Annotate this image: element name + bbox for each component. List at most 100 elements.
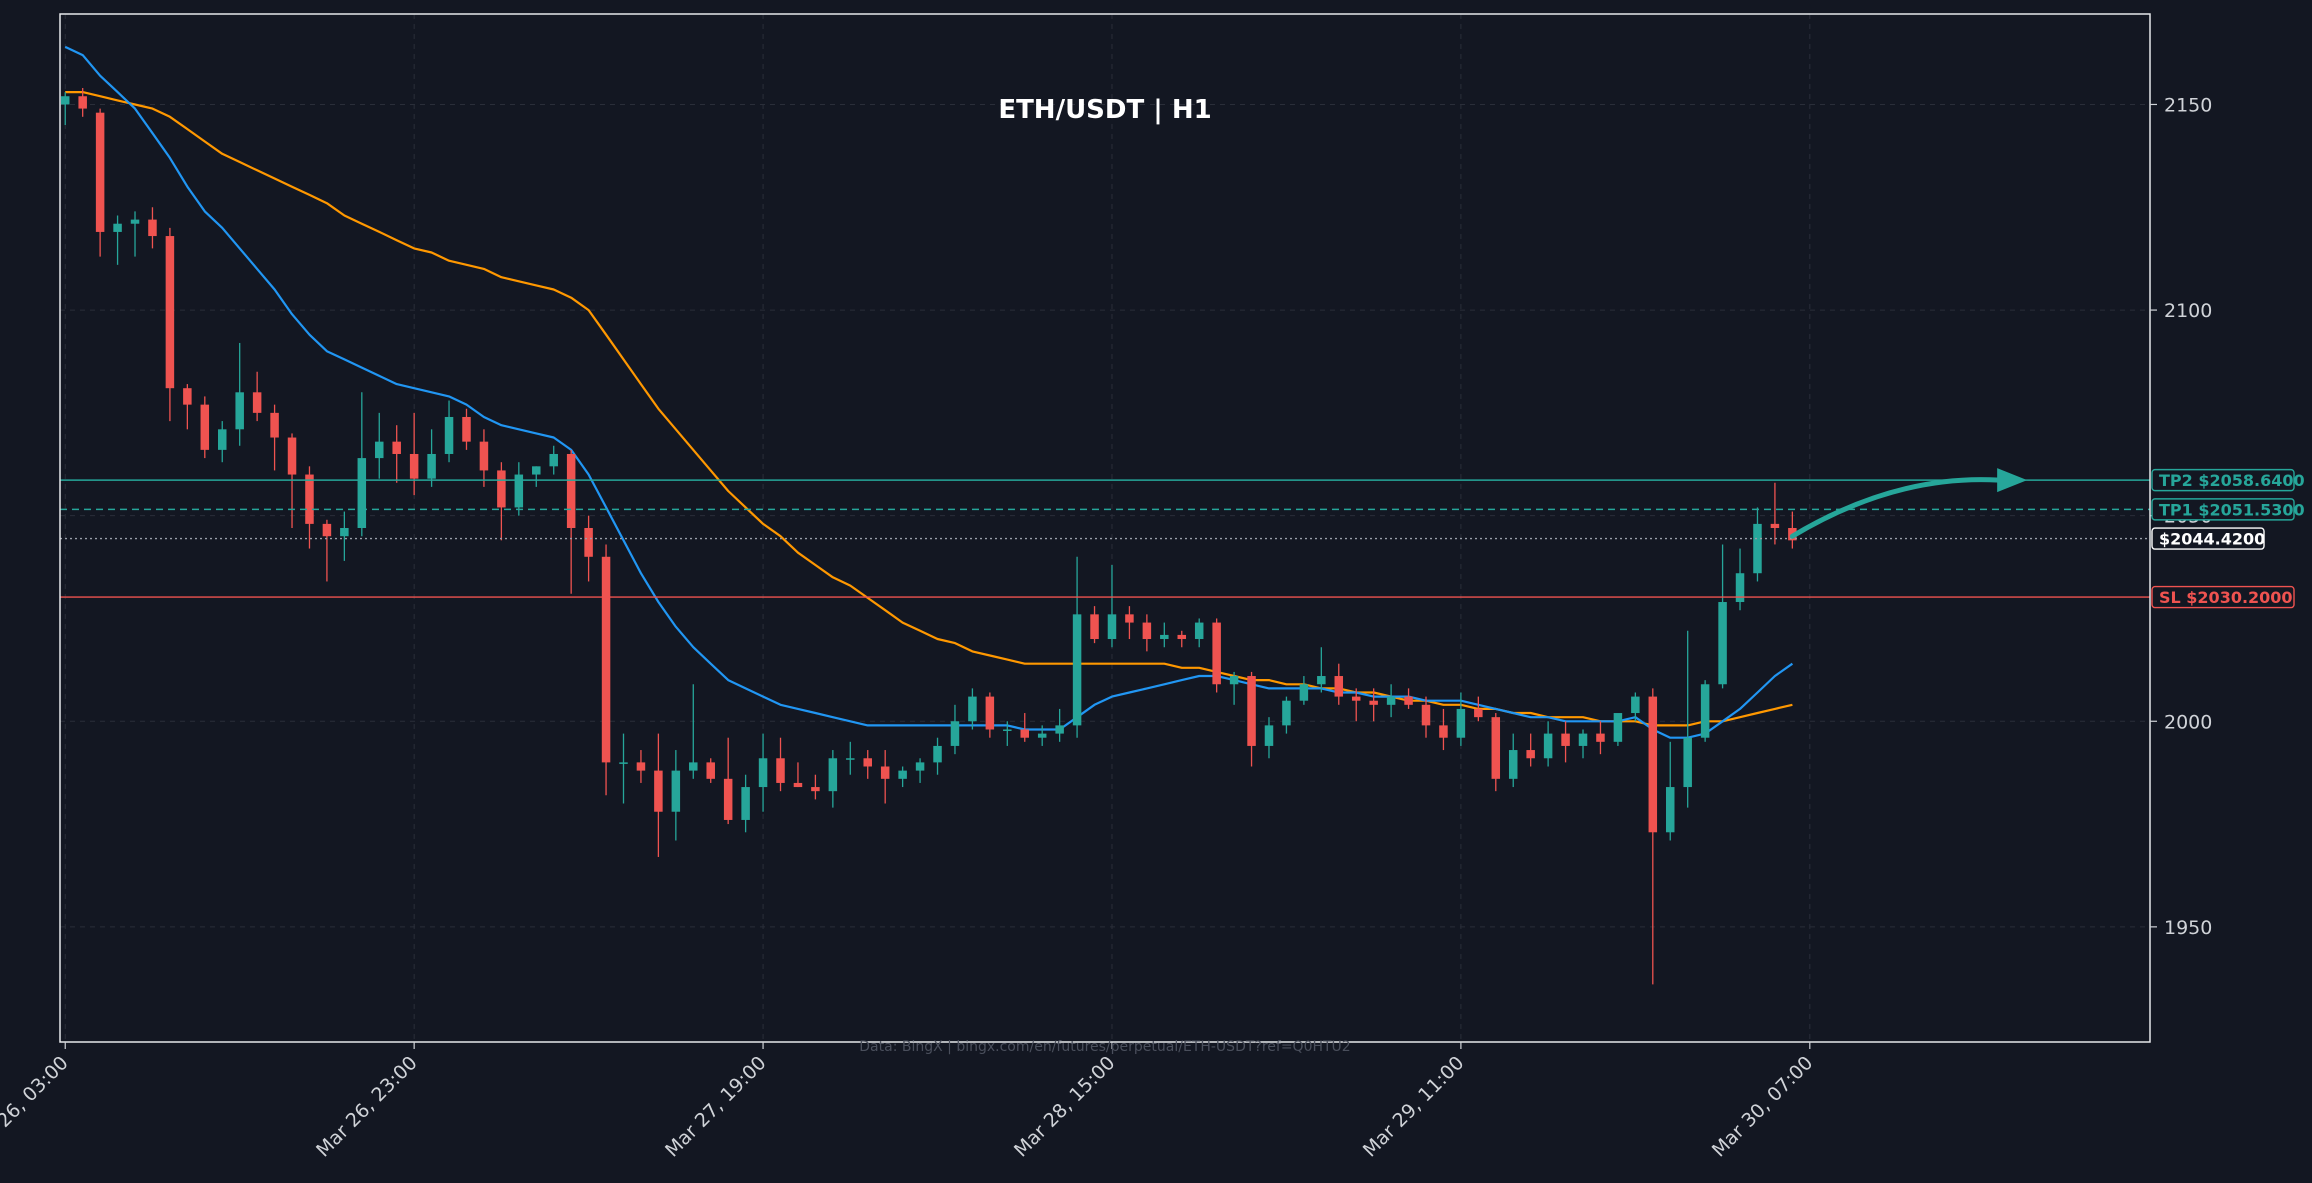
candle [1665,741,1675,841]
candle-body [60,96,70,105]
candle [1037,725,1047,746]
candle-body [1386,696,1396,705]
candle-body [1247,676,1256,746]
candle-body [915,762,925,771]
candle [723,737,733,825]
candle-body [1299,684,1309,701]
candle-body [1037,733,1047,738]
candle-body [601,556,611,763]
candle-body [1526,750,1535,759]
y-tick-label: 1950 [2164,917,2212,939]
candle-body [409,453,419,479]
candle-body [462,416,471,442]
candle [1735,548,1745,611]
candle [165,227,175,422]
candle-body [1055,725,1064,734]
candle-body [1613,713,1623,742]
candle-body [1578,733,1588,746]
candle [148,207,157,249]
candle-body [305,474,314,524]
candle-body [427,453,436,479]
candle [1508,733,1518,788]
candle [497,462,506,541]
candle [1718,544,1727,689]
candle [1526,733,1535,767]
candle-body [723,778,733,820]
candle [1177,630,1187,648]
candle-body [1439,725,1448,738]
candle [1229,671,1239,705]
candle-body [95,112,105,232]
candle [1788,511,1797,549]
x-tick-label: Mar 26, 23:00 [312,1052,422,1162]
candle-body [1753,523,1762,574]
candle [1421,696,1431,738]
level-labels: TP2 $2058.6400 TP1 $2051.5300 $2044.4200 SL… [2151,468,2305,609]
candle-body [671,770,681,812]
candle-body [1351,696,1361,701]
candle [846,741,855,775]
candle [235,342,244,446]
candle [1456,692,1466,746]
chart-title: ETH/USDT | H1 [998,95,1211,125]
candle-body [270,412,279,438]
candle-body [1404,696,1413,705]
candle-body [968,696,977,722]
candle [322,519,332,582]
candle-body [322,523,332,537]
candle [985,692,995,738]
candle [689,684,698,779]
candle [183,384,192,430]
sl-label-box [2151,585,2295,609]
candle [758,733,768,812]
candle-body [758,758,768,788]
candle [479,429,489,487]
candle-body [1456,708,1466,738]
data-source-watermark: Data: BingX | bingx.com/en/futures/perpe… [859,1039,1350,1055]
candle [130,211,140,257]
x-tick-label: Mar 29, 11:00 [1359,1052,1469,1162]
x-tick-label: Mar 27, 19:00 [661,1052,771,1162]
candle-body [1072,614,1082,726]
candle [619,733,628,804]
candle-body [165,236,175,389]
candle [915,758,925,783]
candle [60,92,70,126]
tp2-label: TP2 $2058.6400 [2159,471,2305,490]
candle-body [532,466,541,475]
candle-body [357,458,367,528]
candle [584,515,593,582]
candle [113,215,122,265]
candle [78,88,87,117]
candle-body [549,453,558,467]
candle-body [1317,676,1326,685]
candle [217,421,227,463]
ema-lines [64,45,1794,739]
candle [1160,622,1169,648]
candle [1317,647,1326,693]
candle [741,774,750,833]
candle [1299,676,1309,705]
candle-body [1770,523,1780,528]
candle [1683,630,1692,808]
candle-body [1596,733,1605,742]
candle-body [148,219,157,237]
candle [1194,618,1204,648]
candle-body [444,416,454,454]
candle [409,412,419,496]
candle [1125,606,1134,640]
candle-body [1177,634,1187,640]
candle-body [584,528,593,557]
candles [60,88,1797,985]
candle [654,733,663,857]
candle [392,425,401,483]
ema-fast-line [64,45,1794,739]
candle [706,758,715,783]
candle-body [1421,704,1431,726]
candle-body [828,758,838,792]
candle [305,466,314,549]
candle-body [1491,717,1501,779]
candle-body [375,441,384,459]
candle-body [793,782,803,788]
candle-body [1003,729,1012,731]
